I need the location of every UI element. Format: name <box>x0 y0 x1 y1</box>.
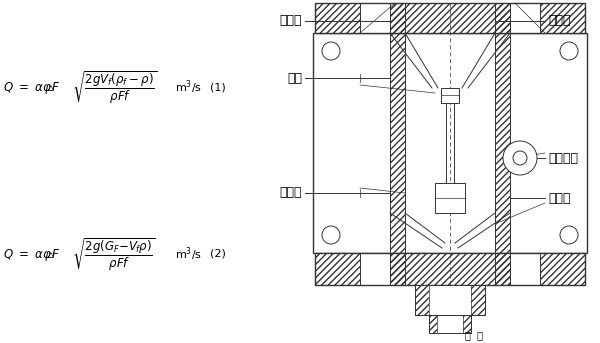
Bar <box>390 253 510 285</box>
Bar <box>315 3 360 33</box>
Text: $\sqrt{\dfrac{2gV_f(\rho_f-\rho)}{\rho Ff}}$: $\sqrt{\dfrac{2gV_f(\rho_f-\rho)}{\rho F… <box>72 70 158 106</box>
Circle shape <box>322 226 340 244</box>
Bar <box>540 253 585 285</box>
Circle shape <box>560 226 578 244</box>
Bar <box>540 3 585 33</box>
Bar <box>315 3 360 33</box>
Text: (1): (1) <box>210 82 226 92</box>
Bar <box>313 33 587 253</box>
Bar <box>390 3 510 33</box>
Bar <box>463 315 471 333</box>
Text: 隨動系統: 隨動系統 <box>548 152 578 165</box>
Bar <box>540 3 585 33</box>
Text: $\mathrm{m^3/s}$: $\mathrm{m^3/s}$ <box>175 78 202 96</box>
Circle shape <box>503 141 537 175</box>
Bar <box>429 315 471 333</box>
Bar <box>390 3 405 285</box>
Bar <box>441 88 459 103</box>
Bar <box>463 315 471 333</box>
Text: 平  鉧: 平 鉧 <box>465 330 483 340</box>
Circle shape <box>322 42 340 60</box>
Text: $\sqrt{\dfrac{2g(G_F\!-\!V_{\!f}\rho)}{\rho Ff}}$: $\sqrt{\dfrac{2g(G_F\!-\!V_{\!f}\rho)}{\… <box>72 237 156 273</box>
Bar <box>435 183 465 213</box>
Bar <box>471 285 485 315</box>
Bar <box>390 3 405 285</box>
Text: 錐形管: 錐形管 <box>548 191 571 204</box>
Circle shape <box>560 42 578 60</box>
Text: 導向管: 導向管 <box>280 187 302 200</box>
Text: 顯示器: 顯示器 <box>280 14 302 27</box>
Bar <box>429 315 437 333</box>
Bar <box>390 3 510 33</box>
Bar <box>429 315 437 333</box>
Bar <box>390 253 510 285</box>
Bar <box>415 285 485 315</box>
Bar <box>540 253 585 285</box>
Bar <box>315 3 585 33</box>
Bar <box>495 3 510 285</box>
Bar <box>315 253 360 285</box>
Bar <box>495 3 510 285</box>
Text: (2): (2) <box>210 249 226 259</box>
Text: 測量管: 測量管 <box>548 14 571 27</box>
Text: 浮子: 浮子 <box>287 71 302 84</box>
Bar <box>471 285 485 315</box>
Bar <box>315 253 360 285</box>
Bar <box>415 285 429 315</box>
Bar <box>315 253 585 285</box>
Text: $Q\ =\ \alpha\varphi\!\vartriangle\! F$: $Q\ =\ \alpha\varphi\!\vartriangle\! F$ <box>3 80 61 96</box>
Text: $\mathrm{m^3/s}$: $\mathrm{m^3/s}$ <box>175 245 202 263</box>
Text: $Q\ =\ \alpha\varphi\!\vartriangle\! F$: $Q\ =\ \alpha\varphi\!\vartriangle\! F$ <box>3 247 61 263</box>
Bar <box>415 285 429 315</box>
Circle shape <box>513 151 527 165</box>
